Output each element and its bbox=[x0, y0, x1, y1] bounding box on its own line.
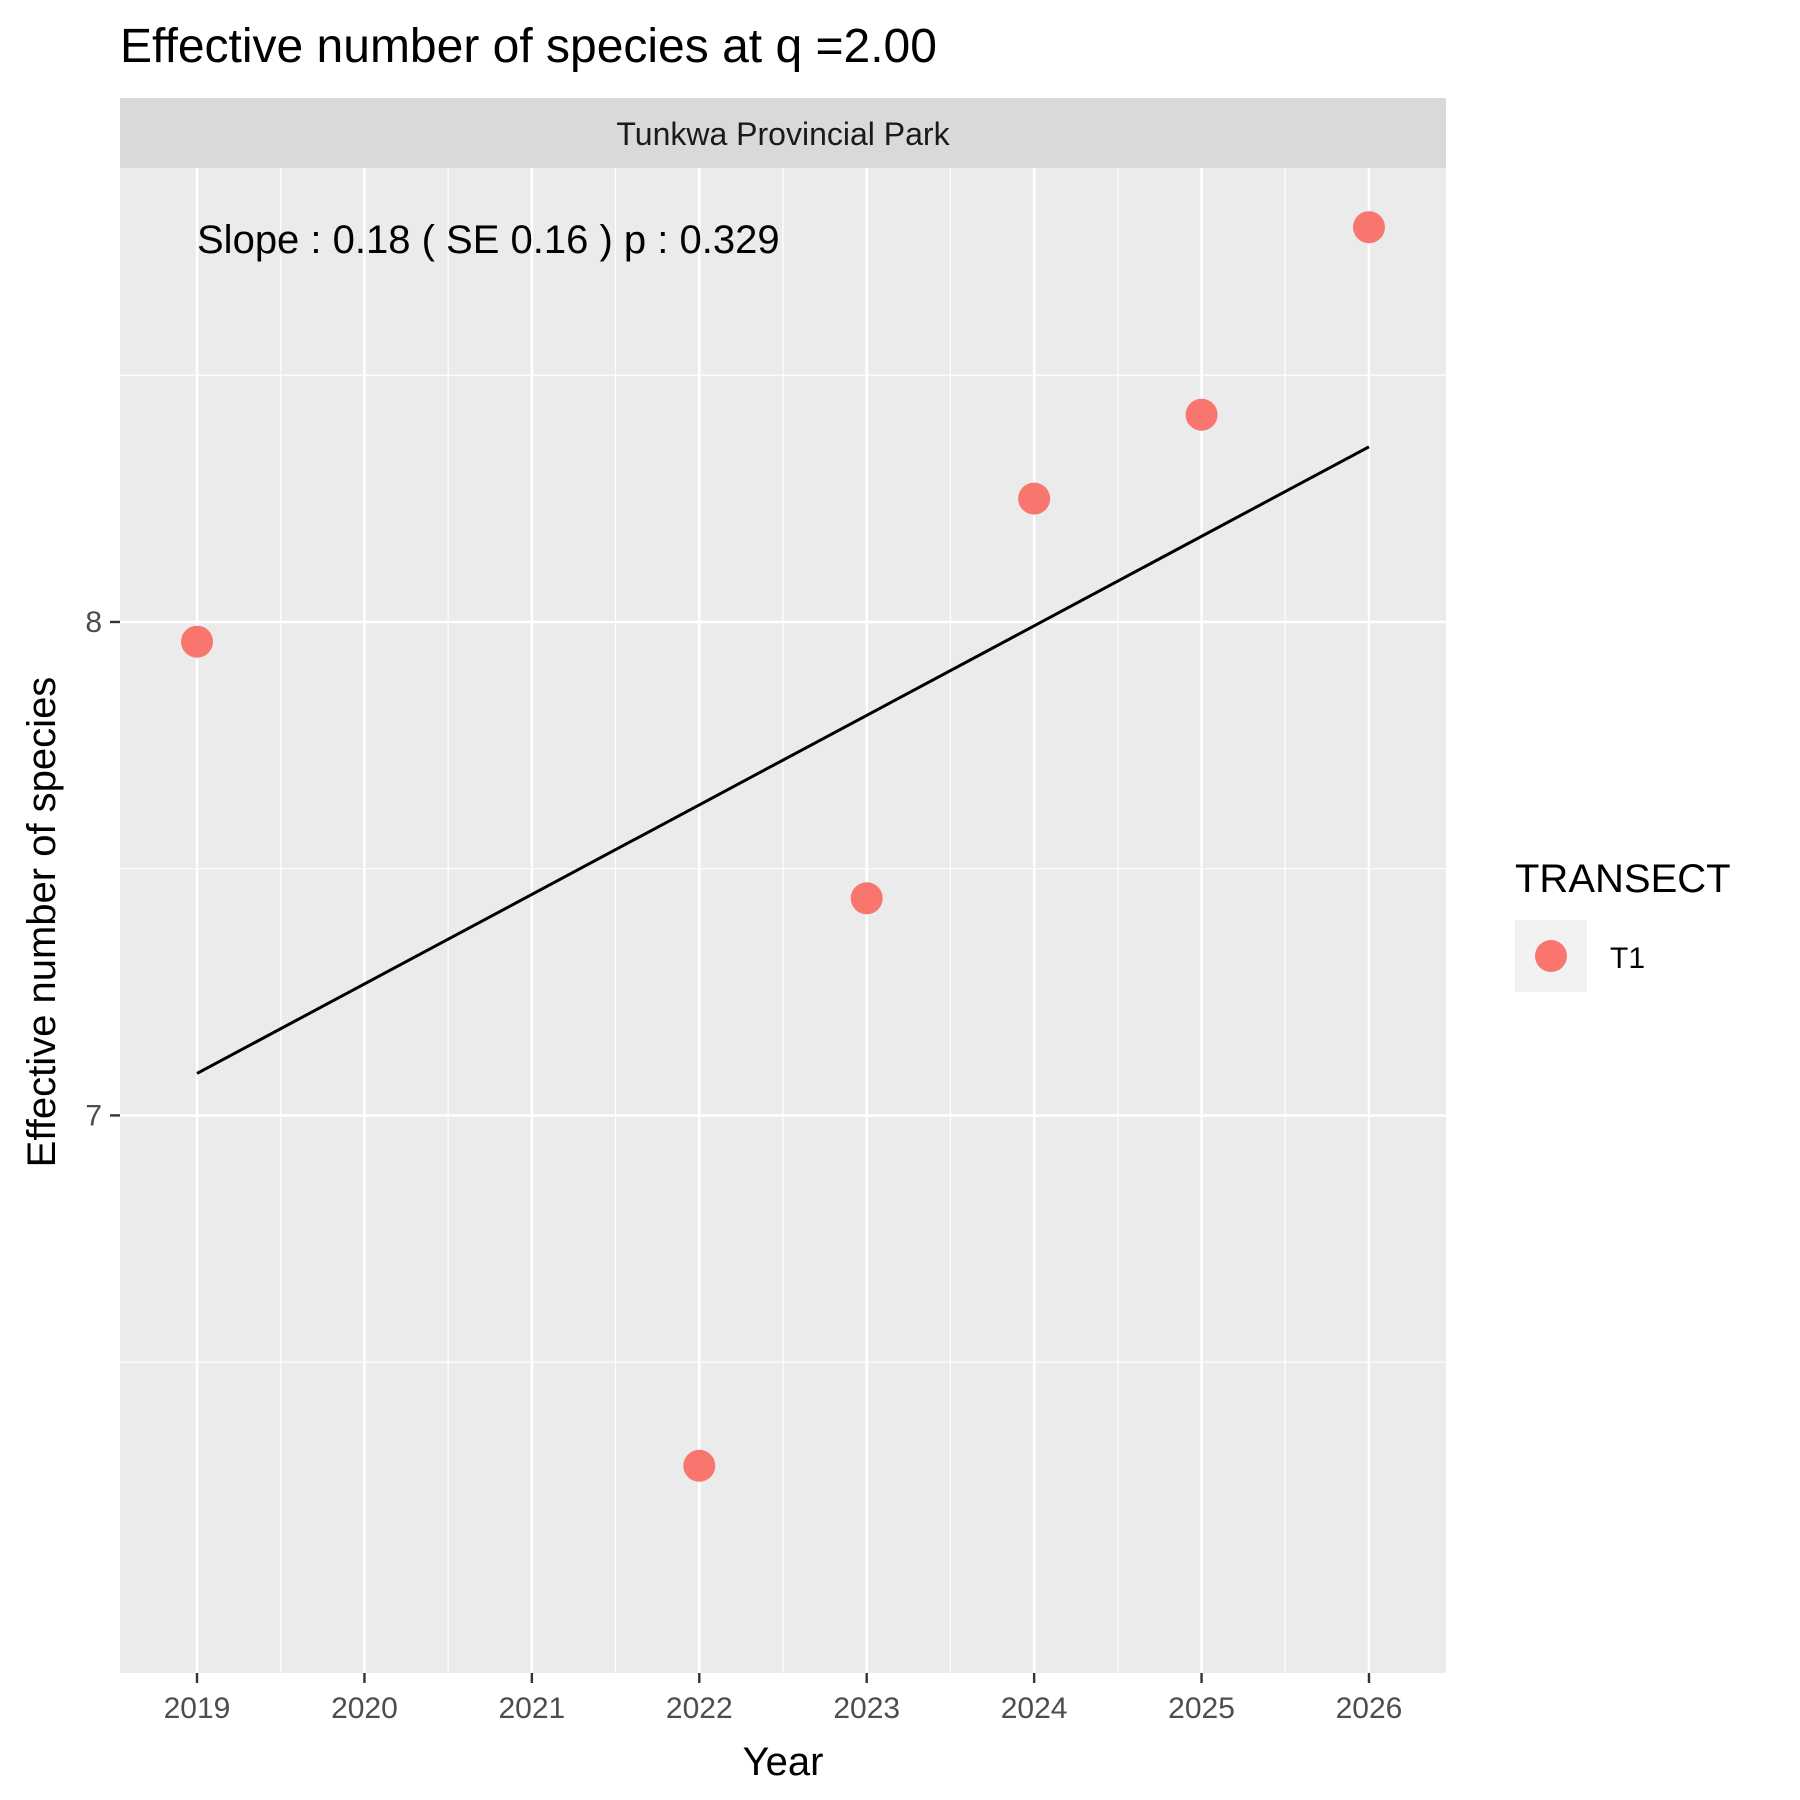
y-tick-label: 7 bbox=[85, 1099, 102, 1132]
x-tick-label: 2020 bbox=[331, 1692, 398, 1725]
x-tick-label: 2026 bbox=[1336, 1692, 1403, 1725]
data-points bbox=[181, 211, 1385, 1482]
data-point bbox=[1018, 482, 1051, 515]
major-grid bbox=[120, 168, 1446, 1673]
x-tick-label: 2023 bbox=[833, 1692, 900, 1725]
facet-strip bbox=[120, 98, 1446, 168]
data-point bbox=[181, 625, 214, 658]
slope-annotation: Slope : 0.18 ( SE 0.16 ) p : 0.329 bbox=[197, 218, 780, 262]
y-tick-label: 8 bbox=[85, 606, 102, 639]
facet-label: Tunkwa Provincial Park bbox=[616, 116, 950, 152]
x-axis: 2019 2020 2021 2022 2023 2024 2025 2026 bbox=[164, 1673, 1403, 1725]
data-point bbox=[683, 1449, 716, 1482]
trend-line-layer bbox=[196, 445, 1370, 1075]
x-tick-label: 2019 bbox=[164, 1692, 231, 1725]
legend-title: TRANSECT bbox=[1515, 857, 1731, 901]
legend-label-t1: T1 bbox=[1610, 942, 1645, 975]
data-point bbox=[850, 882, 883, 915]
trend-line bbox=[196, 445, 1370, 1075]
data-point bbox=[1352, 211, 1385, 244]
y-axis: 78 bbox=[85, 606, 120, 1132]
chart-title: Effective number of species at q =2.00 bbox=[120, 20, 937, 73]
legend: TRANSECT T1 bbox=[1515, 857, 1731, 992]
x-axis-title: Year bbox=[743, 1740, 824, 1784]
minor-grid bbox=[120, 168, 1446, 1673]
x-tick-label: 2025 bbox=[1168, 1692, 1235, 1725]
data-point bbox=[1185, 398, 1218, 431]
legend-key-t1 bbox=[1535, 940, 1567, 972]
x-tick-label: 2021 bbox=[498, 1692, 565, 1725]
x-tick-label: 2022 bbox=[666, 1692, 733, 1725]
y-axis-title: Effective number of species bbox=[20, 677, 64, 1168]
x-tick-label: 2024 bbox=[1001, 1692, 1068, 1725]
